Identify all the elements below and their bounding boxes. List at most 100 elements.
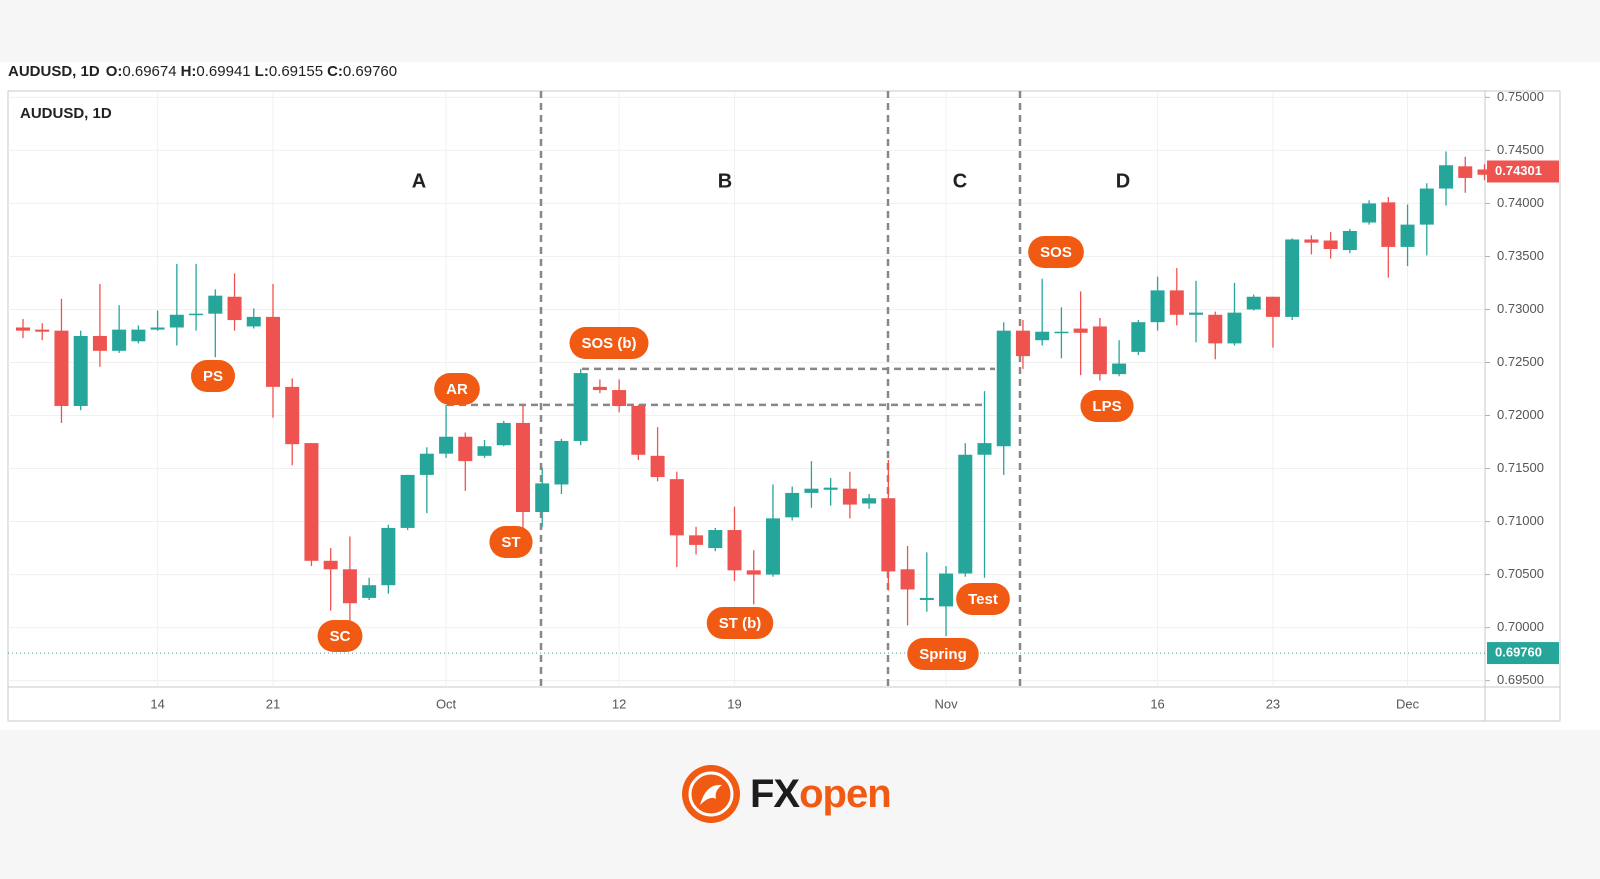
annotation-bubble [1080, 390, 1134, 422]
candle-body [1035, 331, 1050, 341]
annotation-label: PS [203, 368, 223, 385]
annotation-bubble [569, 327, 649, 359]
annotation-label: SOS (b) [582, 335, 637, 352]
candle-body [1112, 363, 1127, 375]
candle-body [1458, 166, 1473, 178]
price-tag [1487, 160, 1559, 183]
candle-body [1439, 165, 1454, 189]
header-label: L: [255, 63, 269, 80]
annotation-bubble [1028, 236, 1084, 268]
candle-body [439, 436, 454, 454]
candle-body [246, 316, 261, 327]
annotation-bubble [489, 526, 533, 558]
price-tag [1487, 642, 1559, 665]
candle-body [1208, 314, 1223, 344]
candle-body [939, 573, 954, 607]
candle-body [958, 454, 973, 574]
x-tick-label: 12 [612, 696, 626, 711]
candle-body [169, 314, 184, 328]
candle-body [900, 569, 915, 590]
candle-body [1362, 203, 1377, 223]
candle-body [285, 386, 300, 445]
x-tick-label: 14 [150, 696, 164, 711]
annotation-label: ST (b) [719, 615, 762, 632]
logo: FXopen [682, 765, 892, 823]
brand-fx: FX [750, 772, 800, 816]
candle-body [458, 436, 473, 462]
candle-body [823, 487, 838, 490]
candle-body [477, 446, 492, 456]
logo-text: FXopen [750, 772, 891, 816]
header-value: 0.69941 [196, 63, 250, 80]
header: AUDUSD, 1D O:0.69674 H:0.69941 L:0.69155 C:0… [8, 63, 397, 80]
candle-body [573, 373, 588, 441]
plot: 0.69500 0.70000 0.70500 0.71000 0.71500 0.720… [8, 89, 1559, 711]
x-tick-label: Nov [934, 696, 958, 711]
logo-icon-shape [700, 784, 722, 805]
annotation-label: SC [330, 628, 351, 645]
candle-body [996, 330, 1011, 447]
phase-label: C [953, 170, 967, 192]
candle-body [1054, 331, 1069, 334]
annotation: Test [956, 583, 1010, 615]
candle-body [554, 440, 569, 485]
y-tick-label: 0.75000 [1497, 89, 1544, 104]
brand-open: open [799, 772, 891, 816]
candle-body [535, 483, 550, 513]
candle-body [496, 422, 511, 446]
y-tick-label: 0.72000 [1497, 407, 1544, 422]
candle-body [54, 330, 69, 406]
header-value: 0.69674 [122, 63, 176, 80]
chart-title: AUDUSD, 1D [20, 105, 112, 122]
y-tick-label: 0.71500 [1497, 460, 1544, 475]
x-tick-label: Oct [436, 696, 457, 711]
annotation-label: Test [968, 591, 998, 608]
candle-body [400, 474, 415, 528]
x-tick-label: 19 [727, 696, 741, 711]
annotation-bubble [317, 620, 363, 652]
annotation-bubble [956, 583, 1010, 615]
phase-label: B [718, 170, 732, 192]
candle-body [1131, 322, 1146, 352]
candle-body [342, 569, 357, 604]
y-tick-label: 0.74000 [1497, 195, 1544, 210]
annotation: SOS [1028, 236, 1084, 268]
candle-body [150, 327, 165, 330]
y-tick-label: 0.73500 [1497, 248, 1544, 263]
candle-body [1265, 296, 1280, 317]
candle-body [1092, 326, 1107, 375]
candle-body [842, 488, 857, 505]
header-label: O: [106, 63, 123, 80]
annotation-label: SOS [1040, 244, 1072, 261]
annotation-bubble [190, 360, 236, 392]
x-tick-label: Dec [1396, 696, 1420, 711]
candle-body [708, 530, 723, 549]
annotation: Spring [907, 638, 979, 670]
candle-body [1285, 239, 1300, 317]
candle-body [1323, 240, 1338, 250]
annotation-label: Spring [919, 646, 967, 663]
candle-body [1015, 330, 1030, 357]
candle-body [1419, 188, 1434, 225]
candle-body [381, 527, 396, 586]
header-symbol: AUDUSD, 1D [8, 63, 100, 80]
candle-body [881, 498, 896, 572]
header-value: 0.69760 [343, 63, 397, 80]
candle-body [785, 492, 800, 518]
y-tick-label: 0.72500 [1497, 354, 1544, 369]
logo-icon-ring [688, 771, 734, 817]
y-tick-label: 0.73000 [1497, 301, 1544, 316]
annotation-label: ST [501, 534, 520, 551]
annotation: SC [317, 620, 363, 652]
candle-body [419, 453, 434, 475]
candle-body [131, 329, 146, 342]
candle-body [265, 316, 280, 387]
candle-body [1073, 328, 1088, 333]
candle-body [73, 335, 88, 406]
phase-label: D [1116, 170, 1130, 192]
candle-body [765, 518, 780, 575]
annotation-bubble [706, 607, 774, 639]
candle-body [304, 443, 319, 561]
annotation: AR [434, 373, 480, 405]
